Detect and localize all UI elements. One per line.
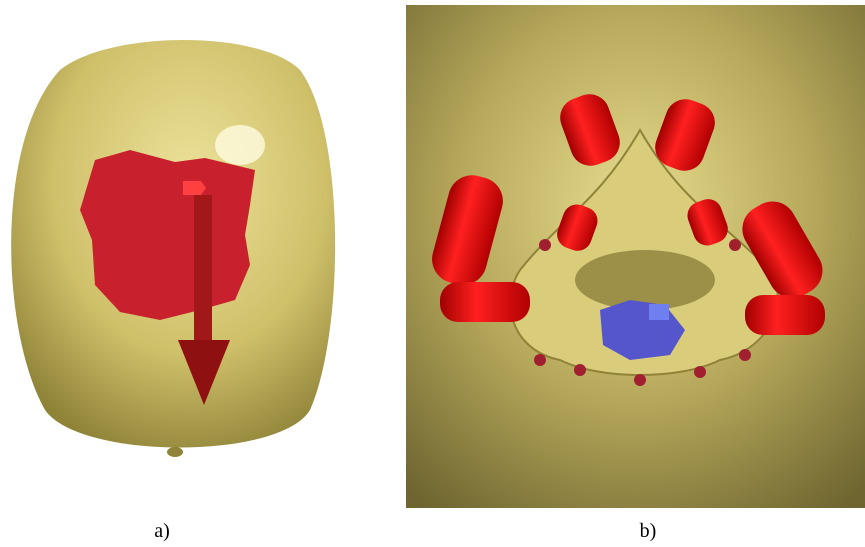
contact-marker	[649, 304, 669, 320]
cylinder	[440, 282, 530, 322]
point	[729, 239, 741, 251]
skull-base	[167, 447, 183, 457]
point	[534, 354, 546, 366]
point	[694, 366, 706, 378]
panel-b	[406, 5, 865, 508]
caption: b)	[640, 520, 657, 542]
load-region	[80, 150, 255, 320]
point	[574, 364, 586, 376]
caption: a)	[154, 520, 170, 542]
arrow-shaft	[194, 195, 212, 345]
figure: a) b)	[0, 0, 865, 547]
canal	[575, 250, 715, 310]
highlight	[215, 125, 265, 165]
panel-a	[11, 40, 335, 457]
point	[739, 349, 751, 361]
point	[634, 374, 646, 386]
cylinder	[745, 295, 825, 335]
point	[539, 239, 551, 251]
